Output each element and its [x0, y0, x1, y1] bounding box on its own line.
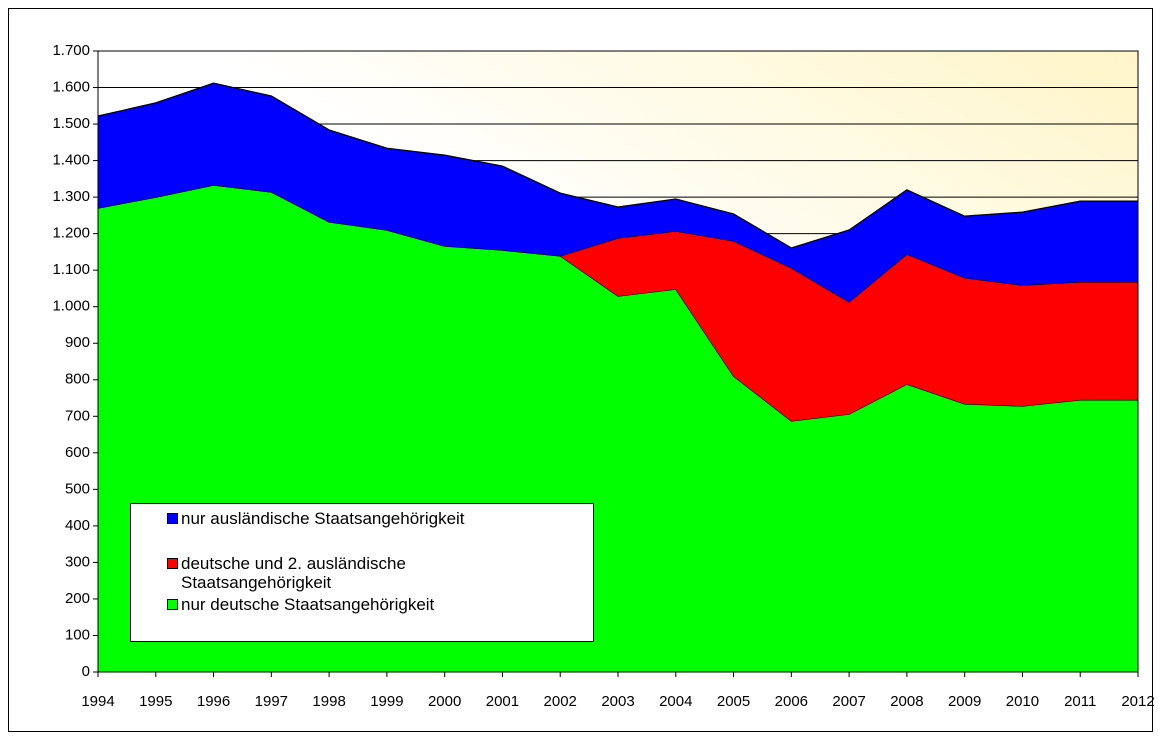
- x-tick-label: 2003: [601, 693, 634, 710]
- x-tick-label: 2009: [948, 693, 981, 710]
- y-tick-label: 600: [65, 444, 90, 461]
- x-tick-label: 2012: [1121, 693, 1154, 710]
- legend-swatch: [167, 513, 178, 524]
- y-tick-label: 1.700: [52, 42, 90, 59]
- x-tick-label: 2004: [659, 693, 692, 710]
- y-tick-label: 700: [65, 407, 90, 424]
- x-tick-label: 1999: [370, 693, 403, 710]
- y-tick-label: 100: [65, 626, 90, 643]
- y-tick-label: 800: [65, 371, 90, 388]
- legend-label: nur deutsche Staatsangehörigkeit: [181, 595, 435, 614]
- x-tick-label: 2007: [832, 693, 865, 710]
- x-tick-label: 2005: [717, 693, 750, 710]
- x-tick-label: 2006: [775, 693, 808, 710]
- y-tick-label: 1.500: [52, 115, 90, 132]
- x-tick-label: 2002: [544, 693, 577, 710]
- legend-swatch: [167, 599, 178, 610]
- x-tick-label: 2001: [486, 693, 519, 710]
- x-tick-label: 2008: [890, 693, 923, 710]
- x-tick-label: 1997: [255, 693, 288, 710]
- y-tick-label: 1.200: [52, 225, 90, 242]
- x-tick-label: 1996: [197, 693, 230, 710]
- x-tick-label: 2010: [1006, 693, 1039, 710]
- x-tick-label: 1994: [81, 693, 114, 710]
- y-tick-label: 500: [65, 480, 90, 497]
- y-tick-label: 1.400: [52, 152, 90, 169]
- y-tick-label: 1.100: [52, 261, 90, 278]
- x-tick-label: 2000: [428, 693, 461, 710]
- legend: nur ausländische Staatsangehörigkeit deut…: [130, 503, 594, 642]
- y-tick-label: 300: [65, 553, 90, 570]
- area: [98, 185, 1138, 422]
- area: [98, 83, 1138, 302]
- y-tick-label: 1.600: [52, 78, 90, 95]
- x-tick-label: 2011: [1064, 693, 1096, 710]
- legend-label: deutsche und 2. ausländische Staatsangeh…: [181, 554, 406, 592]
- x-tick-label: 1995: [139, 693, 172, 710]
- y-tick-label: 900: [65, 334, 90, 351]
- y-tick-label: 1.300: [52, 188, 90, 205]
- y-tick-label: 200: [65, 590, 90, 607]
- x-tick-label: 1998: [312, 693, 345, 710]
- y-tick-label: 0: [82, 663, 90, 680]
- area-edge: [97, 82, 1138, 249]
- legend-swatch: [167, 558, 178, 569]
- y-tick-label: 400: [65, 517, 90, 534]
- legend-label: nur ausländische Staatsangehörigkeit: [181, 509, 465, 528]
- y-tick-label: 1.000: [52, 298, 90, 315]
